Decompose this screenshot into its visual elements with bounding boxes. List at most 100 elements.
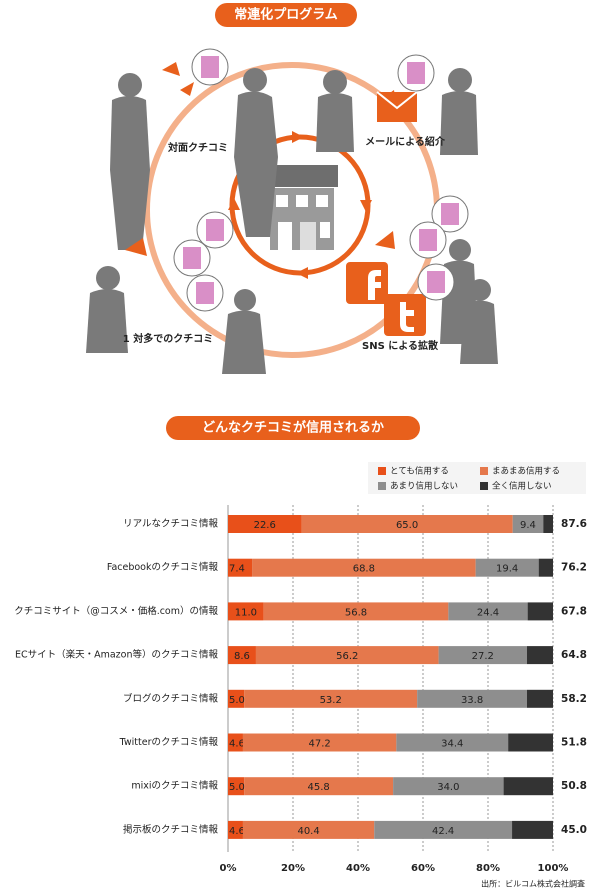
category-label: リアルなクチコミ情報	[123, 518, 218, 530]
total-label: 67.8	[561, 605, 587, 617]
value-label: 7.4	[229, 564, 245, 575]
value-label: 65.0	[396, 520, 418, 531]
category-label: ECサイト（楽天・Amazon等）のクチコミ情報	[15, 649, 219, 661]
chart-title-pill	[166, 416, 420, 440]
silhouettes	[86, 68, 498, 374]
diagram-label: メールによる紹介	[365, 135, 446, 148]
legend-label: あまり信用しない	[390, 481, 458, 492]
diagram-label: 対面クチコミ	[167, 141, 228, 154]
store-icon	[266, 165, 338, 250]
value-label: 40.4	[297, 826, 319, 837]
bar-segment	[508, 733, 553, 752]
category-label: Twitterのクチコミ情報	[119, 736, 219, 748]
x-tick-label: 100%	[538, 863, 569, 874]
category-label: mixiのクチコミ情報	[131, 780, 218, 792]
value-label: 5.0	[229, 782, 245, 793]
value-label: 68.8	[353, 564, 375, 575]
source: 出所：ビルコム株式会社調査	[481, 879, 585, 889]
value-label: 24.4	[477, 607, 499, 618]
bar-segment	[527, 602, 553, 621]
bar-segment	[512, 515, 544, 533]
legend-swatch	[480, 482, 488, 490]
total-label: 87.6	[561, 518, 587, 530]
bar-segment	[228, 646, 256, 665]
bar-segment	[228, 777, 245, 796]
legend-label: とても信用する	[390, 466, 449, 477]
diagram-title: 常連化プログラム	[234, 7, 338, 23]
bar-segment	[503, 777, 553, 796]
diagram-label: 1 対多でのクチコミ	[123, 332, 213, 345]
value-label: 34.4	[441, 739, 463, 750]
category-label: 掲示板のクチコミ情報	[123, 823, 219, 835]
bar-segment	[527, 689, 553, 708]
x-tick-label: 40%	[346, 863, 370, 874]
bar-segment	[242, 820, 375, 839]
x-tick-label: 80%	[476, 863, 500, 874]
bar-segment	[255, 646, 439, 665]
bar-segment	[252, 558, 476, 577]
total-label: 58.2	[561, 693, 587, 705]
total-label: 50.8	[561, 780, 587, 792]
value-label: 33.8	[461, 695, 483, 706]
bar-segment	[228, 733, 243, 752]
photo-bubbles	[173, 48, 469, 312]
legend-label: 全く信用しない	[492, 481, 552, 492]
bar-segment	[448, 602, 528, 621]
bar-segment	[417, 689, 527, 708]
value-label: 56.8	[345, 607, 367, 618]
value-label: 19.4	[496, 564, 518, 575]
value-label: 47.2	[309, 739, 331, 750]
value-label: 9.4	[520, 520, 536, 531]
legend-box	[368, 462, 586, 494]
x-tick-label: 20%	[281, 863, 305, 874]
category-label: ブログのクチコミ情報	[123, 692, 219, 704]
bar-segment	[543, 515, 553, 533]
value-label: 42.4	[432, 826, 454, 837]
bar-segment	[242, 733, 397, 752]
title-pill	[215, 3, 357, 27]
bar-segment	[527, 646, 553, 665]
total-label: 76.2	[561, 562, 587, 574]
bar-segment	[538, 558, 553, 577]
value-label: 4.6	[229, 739, 245, 750]
x-tick-label: 60%	[411, 863, 435, 874]
bar-segment	[228, 558, 253, 577]
total-label: 64.8	[561, 649, 587, 661]
legend-swatch	[378, 482, 386, 490]
bar-segment	[263, 602, 449, 621]
ring-arrows	[228, 131, 372, 279]
bar-segment	[244, 689, 418, 708]
value-label: 53.2	[320, 695, 342, 706]
bar-segment	[438, 646, 527, 665]
legend-label: まあまあ信用する	[492, 466, 560, 477]
category-label: Facebookのクチコミ情報	[107, 561, 219, 573]
mail-flap	[376, 91, 418, 110]
total-label: 51.8	[561, 737, 587, 749]
bar-segment	[512, 820, 553, 839]
bar-segment	[374, 820, 513, 839]
value-label: 34.0	[437, 782, 459, 793]
bar-segment	[393, 777, 504, 796]
bar-segment	[228, 602, 264, 621]
sns-icons	[346, 262, 426, 336]
value-label: 4.6	[229, 826, 245, 837]
legend-swatch	[480, 467, 488, 475]
legend-swatch	[378, 467, 386, 475]
bar-segment	[228, 515, 302, 533]
value-label: 56.2	[336, 651, 358, 662]
bar-segment	[301, 515, 513, 533]
value-label: 8.6	[234, 651, 250, 662]
bar-segment	[244, 777, 394, 796]
category-label: クチコミサイト（@コスメ・価格.com）の情報	[14, 605, 218, 617]
value-label: 22.6	[254, 520, 276, 531]
value-label: 45.8	[308, 782, 330, 793]
value-label: 11.0	[235, 607, 257, 618]
bar-segment	[396, 733, 509, 752]
diagram-label: SNS による拡散	[362, 339, 439, 352]
value-label: 5.0	[229, 695, 245, 706]
total-label: 45.0	[561, 824, 587, 836]
bar-segment	[228, 820, 243, 839]
x-tick-label: 0%	[220, 863, 237, 874]
bar-segment	[228, 689, 245, 708]
